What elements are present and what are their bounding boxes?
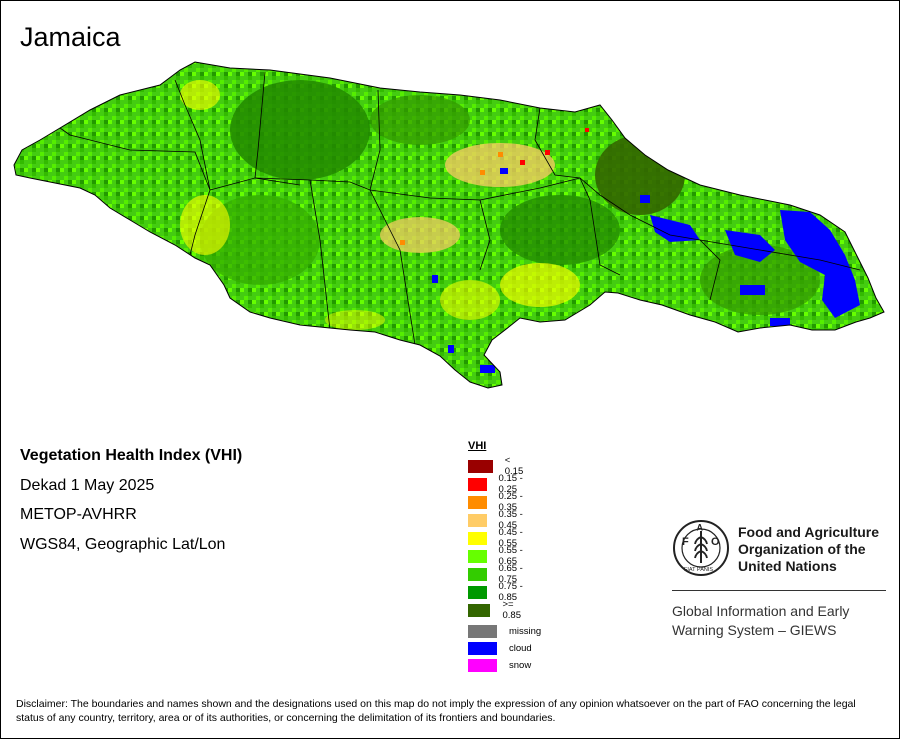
legend-label: 0.15 - 0.25 xyxy=(498,473,523,495)
legend-swatch xyxy=(468,658,497,672)
giews-label: Global Information and Early Warning Sys… xyxy=(672,602,900,640)
legend-other-0: missing xyxy=(468,624,541,638)
fao-name-line1: Food and Agriculture xyxy=(738,524,880,540)
legend-label: 0.35 - 0.45 xyxy=(498,509,523,531)
legend-class-3: 0.35 - 0.45 xyxy=(468,509,528,531)
legend-class-5: 0.55 - 0.65 xyxy=(468,545,528,567)
legend-class-4: 0.45 - 0.55 xyxy=(468,527,528,549)
legend-label: 0.75 - 0.85 xyxy=(498,581,523,603)
legend-label: 0.45 - 0.55 xyxy=(498,527,523,549)
fao-name-line3: United Nations xyxy=(738,558,837,574)
fao-divider xyxy=(672,590,886,591)
index-name: Vegetation Health Index (VHI) xyxy=(20,447,243,464)
legend-swatch xyxy=(468,549,487,563)
fao-logo-motto: FIAT PANIS xyxy=(684,567,713,573)
giews-line1: Global Information and Early xyxy=(672,603,850,619)
legend-label: cloud xyxy=(509,642,532,654)
legend-swatch xyxy=(468,495,487,509)
fao-logo-letter-o: O xyxy=(711,536,720,548)
legend-swatch xyxy=(468,641,497,655)
disclaimer-text: Disclaimer: The boundaries and names sho… xyxy=(16,698,856,724)
legend-class-2: 0.25 - 0.35 xyxy=(468,491,528,513)
legend-swatch xyxy=(468,513,487,527)
legend-label: 0.55 - 0.65 xyxy=(498,545,523,567)
legend-class-6: 0.65 - 0.75 xyxy=(468,563,528,585)
legend-swatch xyxy=(468,603,491,617)
projection-label: WGS84, Geographic Lat/Lon xyxy=(20,535,226,553)
legend-title: VHI xyxy=(468,440,487,452)
map-title: Jamaica xyxy=(20,22,121,52)
vhi-legend: VHI < 0.15 0.15 - 0.25 0.25 - 0.35 0.35 - 0… xyxy=(468,440,541,672)
sensor-label: METOP-AVHRR xyxy=(20,506,137,523)
legend-swatch xyxy=(468,477,487,491)
legend-class-0: < 0.15 xyxy=(468,455,528,477)
legend-class-7: 0.75 - 0.85 xyxy=(468,581,528,603)
fao-name-line2: Organization of the xyxy=(738,541,866,557)
legend-label: snow xyxy=(509,659,532,671)
fao-logo-letter-a: A xyxy=(697,523,704,533)
legend-label: 0.65 - 0.75 xyxy=(498,563,523,585)
jamaica-vhi-map xyxy=(13,61,885,389)
fao-logo-icon: F A O FIAT PANIS xyxy=(673,520,729,576)
legend-swatch xyxy=(468,585,487,599)
legend-label: >= 0.85 xyxy=(502,599,521,621)
legend-label: < 0.15 xyxy=(504,455,524,477)
legend-swatch xyxy=(468,459,493,473)
giews-line2: Warning System – GIEWS xyxy=(672,622,837,638)
fao-name: Food and Agriculture Organization of the… xyxy=(738,524,898,575)
legend-class-8: >= 0.85 xyxy=(468,599,527,621)
period-label: Dekad 1 May 2025 xyxy=(20,476,155,494)
legend-class-1: 0.15 - 0.25 xyxy=(468,473,528,495)
legend-swatch xyxy=(468,567,487,581)
legend-swatch xyxy=(468,624,497,638)
legend-label: missing xyxy=(509,625,542,637)
map-info-block: Vegetation Health Index (VHI) Dekad 1 Ma… xyxy=(20,446,242,564)
legend-other-1: cloud xyxy=(468,641,532,655)
legend-label: 0.25 - 0.35 xyxy=(498,491,523,513)
fao-logo-letter-f: F xyxy=(682,536,689,548)
legend-other-2: snow xyxy=(468,658,531,672)
legend-swatch xyxy=(468,531,487,545)
